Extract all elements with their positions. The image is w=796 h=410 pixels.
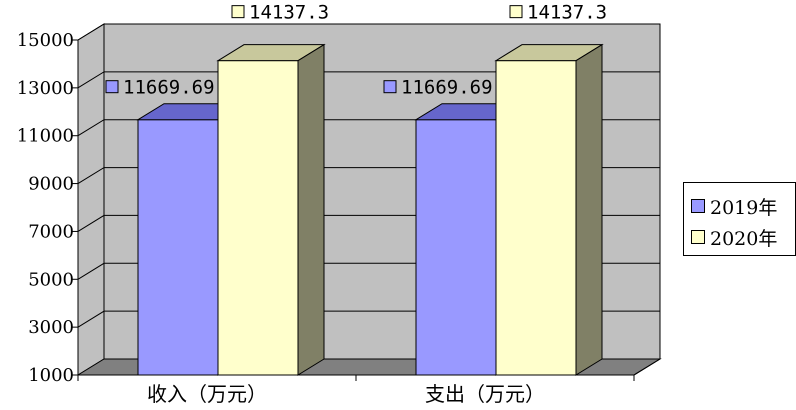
category-label: 收入（万元） (147, 382, 267, 406)
legend-swatch-2019 (691, 199, 705, 213)
legend-swatch-2020 (691, 230, 705, 244)
y-tick-label: 3000 (28, 317, 74, 338)
data-label-swatch (383, 80, 397, 94)
y-tick-label: 11000 (17, 126, 74, 147)
y-tick-label: 7000 (28, 221, 74, 242)
side-wall (77, 23, 105, 376)
bar-side (297, 43, 325, 376)
axes (72, 39, 661, 381)
y-tick-label: 5000 (28, 269, 74, 290)
bar-side (575, 43, 603, 376)
data-label-swatch (509, 5, 523, 19)
legend-item-2019: 2019年 (691, 194, 778, 219)
data-label: 11669.69 (401, 77, 493, 99)
data-label-swatch (231, 5, 245, 19)
legend: 2019年 2020年 (683, 182, 796, 256)
y-tick-label: 15000 (17, 30, 74, 51)
data-label: 14137.3 (249, 2, 329, 24)
x-axis-depth (633, 358, 661, 376)
labels: 1000 3000 5000 7000 9000 11000 13000 15000 收入（万元… (17, 2, 607, 406)
data-label: 14137.3 (527, 2, 607, 24)
legend-label-2019: 2019年 (710, 196, 778, 219)
bar-front (415, 119, 497, 376)
category-label: 支出（万元） (425, 382, 545, 406)
bar-front (217, 60, 299, 376)
legend-label-2020: 2020年 (710, 227, 778, 250)
y-tick-label: 9000 (28, 174, 74, 195)
data-label: 11669.69 (123, 77, 215, 99)
bar-front (137, 119, 219, 376)
legend-item-2020: 2020年 (691, 225, 778, 250)
y-tick-label: 13000 (17, 78, 74, 99)
bars (136, 43, 604, 376)
gridline (77, 23, 660, 41)
y-tick-label: 1000 (28, 365, 74, 386)
data-label-swatch (105, 80, 119, 94)
gridline (77, 71, 660, 89)
bar-front (495, 60, 577, 376)
